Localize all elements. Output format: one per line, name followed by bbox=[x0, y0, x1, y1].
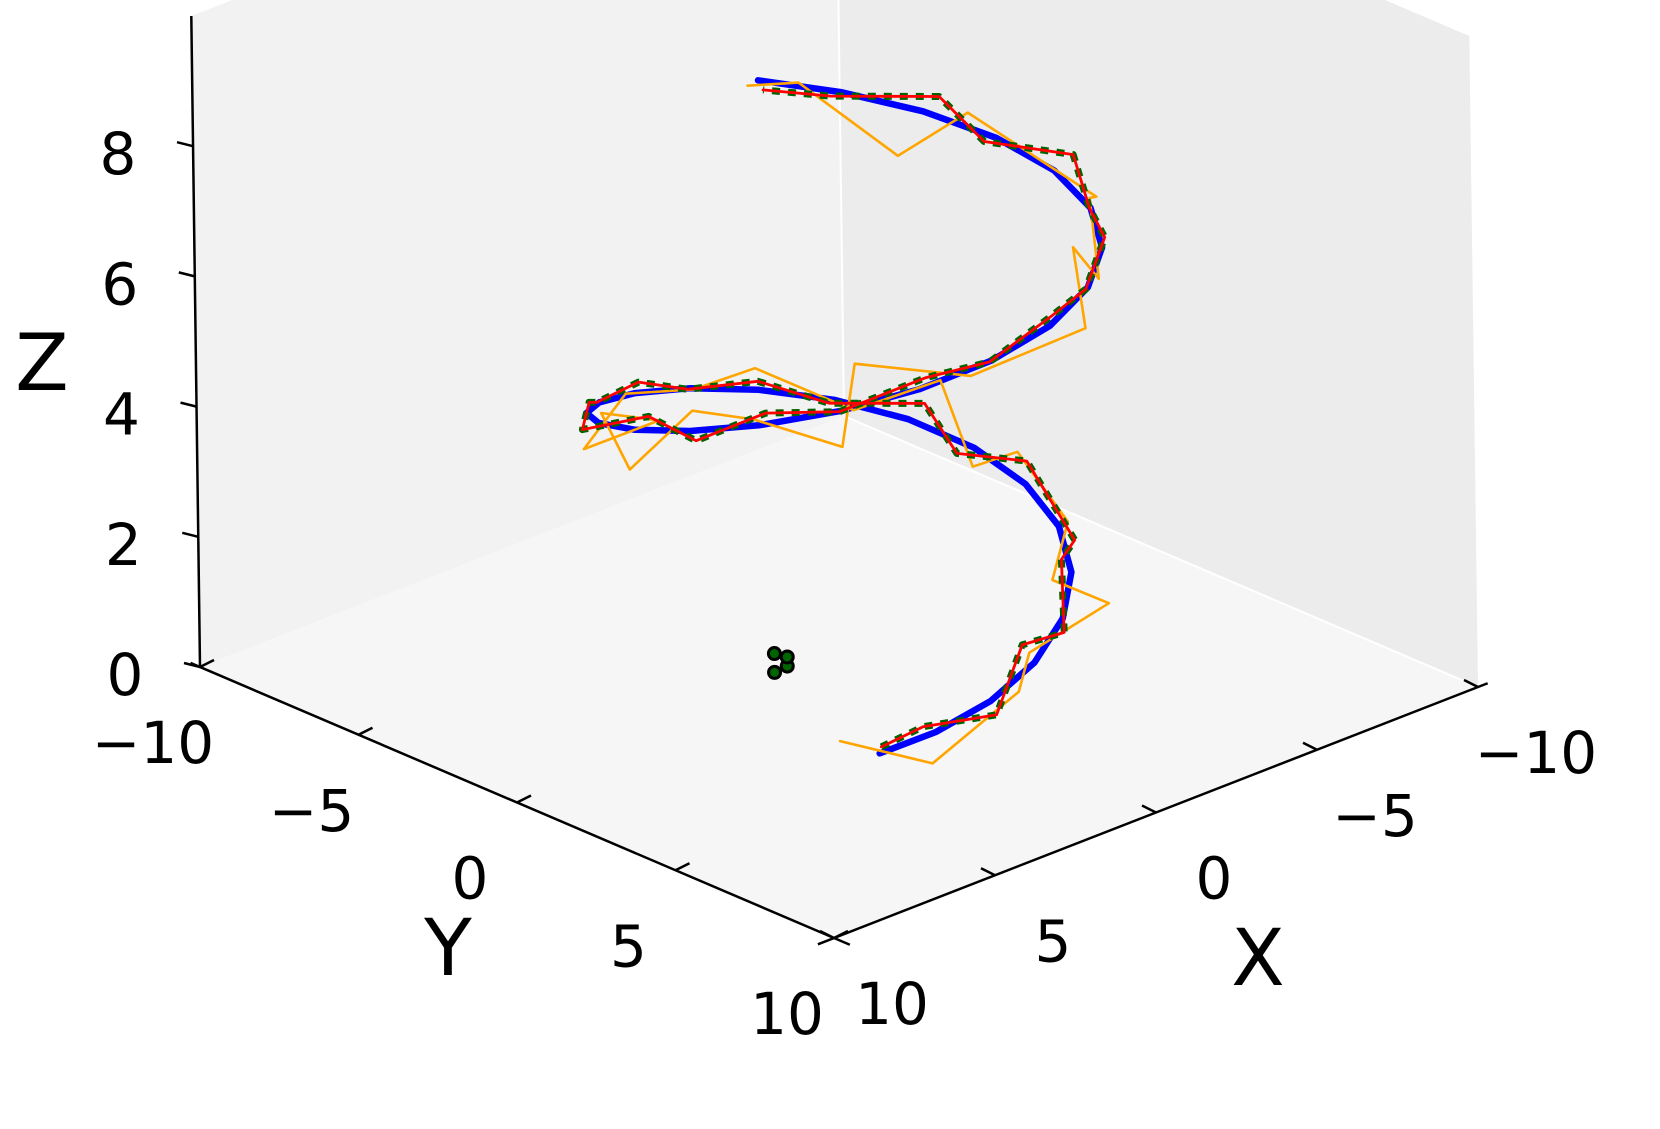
x-tick bbox=[819, 929, 835, 940]
x-tick-label: 5 bbox=[1035, 907, 1072, 975]
y-tick bbox=[833, 929, 849, 940]
z-tick bbox=[181, 531, 199, 539]
x-tick-label: 0 bbox=[1196, 845, 1233, 913]
z-tick-label: 8 bbox=[100, 120, 137, 188]
z-axis-line bbox=[190, 15, 202, 668]
z-tick-label: 4 bbox=[103, 381, 140, 449]
y-axis-title: Y bbox=[423, 904, 472, 994]
marker-layer bbox=[766, 646, 795, 680]
x-tick bbox=[1463, 678, 1479, 689]
series-line-red bbox=[581, 88, 1107, 749]
z-axis-title: Z bbox=[15, 319, 68, 409]
x-tick-label: 10 bbox=[855, 970, 929, 1038]
z-tick bbox=[183, 661, 201, 669]
y-axis-line bbox=[189, 661, 851, 946]
series-layer bbox=[578, 77, 1111, 765]
left-pane bbox=[191, 0, 844, 667]
x-tick bbox=[1302, 741, 1318, 751]
x-tick bbox=[980, 867, 996, 877]
y-tick-label: 0 bbox=[452, 845, 489, 913]
z-tick-label: 0 bbox=[107, 641, 144, 709]
z-tick bbox=[178, 271, 196, 278]
x-tick-label: −5 bbox=[1332, 782, 1418, 850]
z-tick-label: 2 bbox=[105, 511, 142, 579]
y-tick-label: 10 bbox=[750, 980, 824, 1048]
z-tick-label: 6 bbox=[101, 250, 138, 318]
pane-edge bbox=[843, 415, 1479, 688]
y-tick bbox=[357, 726, 374, 736]
z-tick bbox=[176, 140, 194, 148]
y-tick bbox=[516, 794, 532, 804]
z-tick bbox=[180, 401, 197, 408]
right-pane bbox=[838, 0, 1478, 687]
x-axis-line bbox=[817, 682, 1489, 946]
y-tick bbox=[674, 862, 691, 872]
point-marker bbox=[766, 646, 782, 662]
x-axis-title: X bbox=[1231, 914, 1284, 1004]
point-marker bbox=[767, 664, 783, 680]
point-marker bbox=[779, 649, 795, 665]
x-tick bbox=[1141, 804, 1157, 814]
axis-lines bbox=[176, 15, 1489, 946]
y-tick bbox=[199, 658, 215, 669]
floor-pane bbox=[200, 416, 1478, 938]
y-tick-label: −5 bbox=[269, 777, 355, 845]
y-tick-label: −10 bbox=[92, 709, 214, 777]
axes-panes bbox=[191, 0, 1479, 938]
y-tick-label: 5 bbox=[610, 912, 647, 980]
x-tick-label: −10 bbox=[1475, 719, 1597, 787]
